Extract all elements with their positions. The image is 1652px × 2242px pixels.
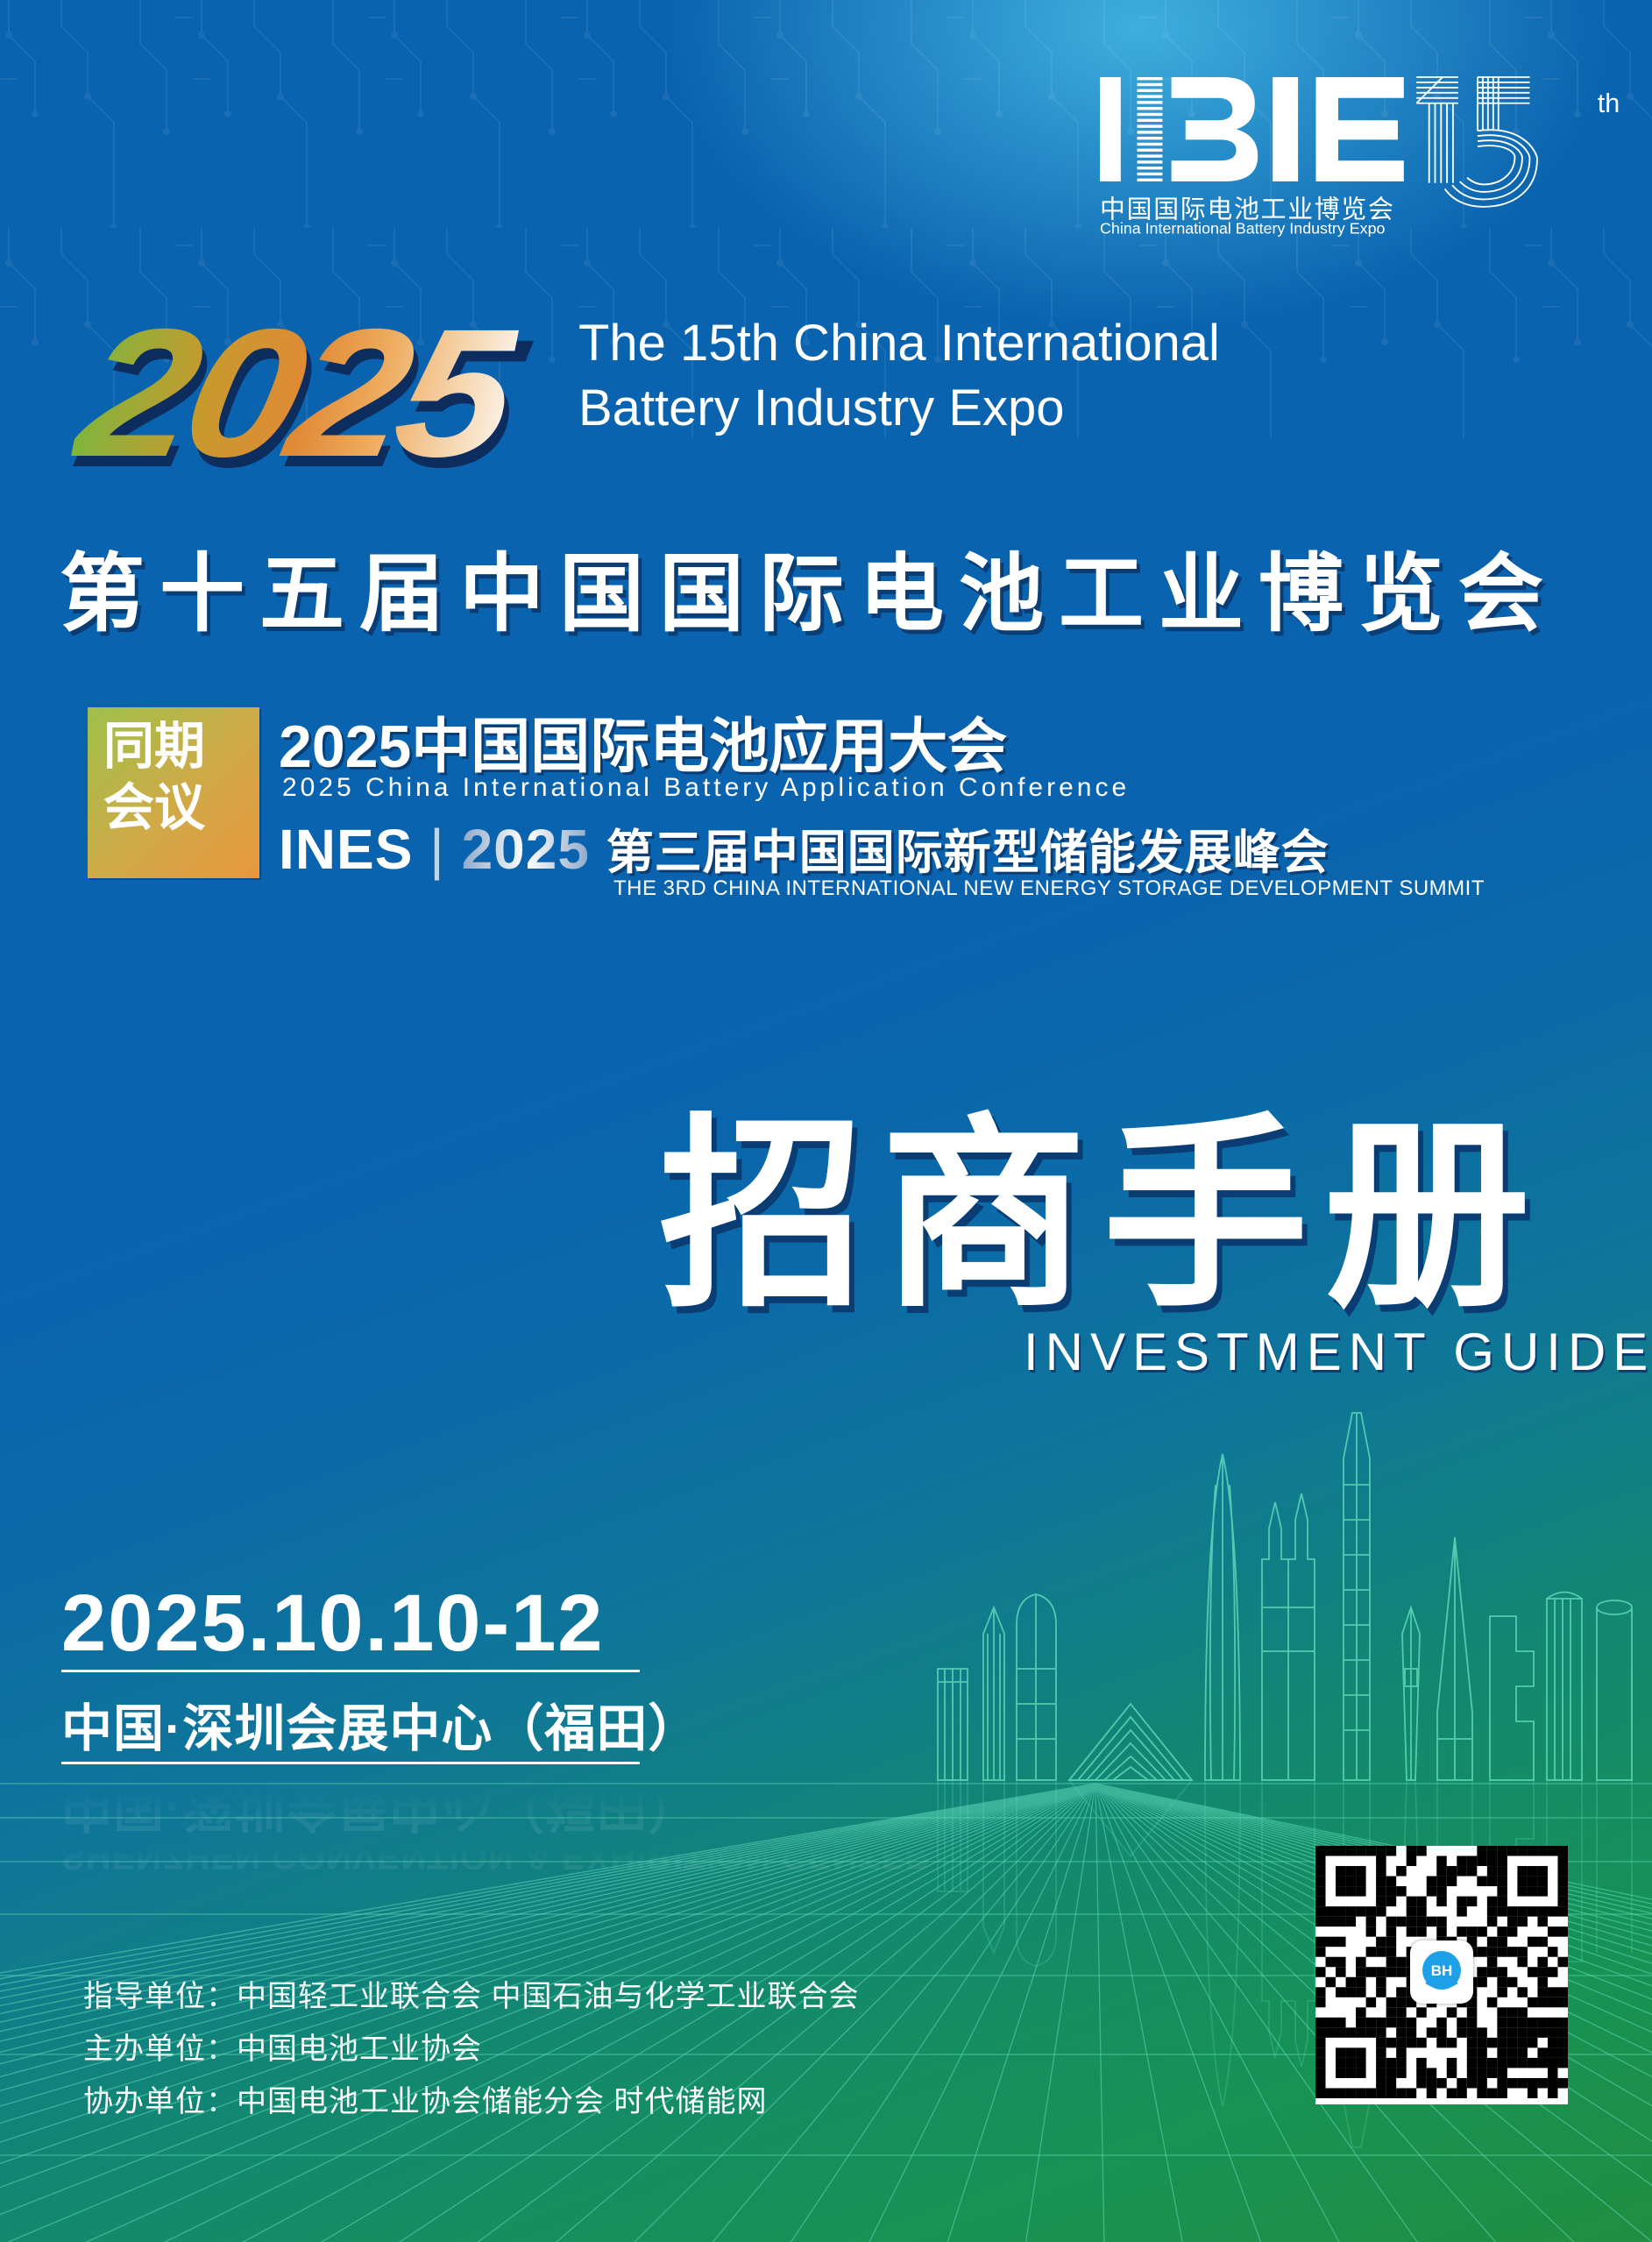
svg-text:BH: BH: [1431, 1962, 1453, 1979]
